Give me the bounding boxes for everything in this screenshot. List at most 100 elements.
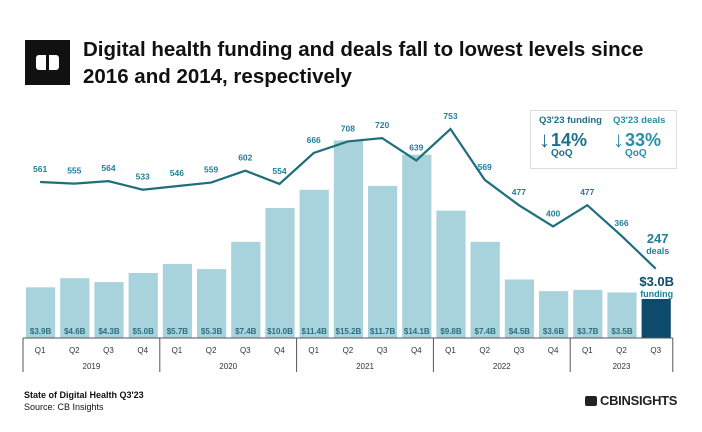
- cb-insights-logo: [25, 40, 70, 85]
- arrow-down-icon: ↓: [539, 127, 550, 152]
- deals-point-label: 366: [614, 218, 628, 228]
- funding-bar-label: $5.0B: [133, 327, 155, 336]
- funding-change-label: Q3'23 funding: [539, 115, 602, 126]
- deals-point-label: 554: [272, 166, 286, 176]
- funding-bar-label: $3.7B: [577, 327, 599, 336]
- funding-bar: [470, 241, 500, 338]
- deals-point-label: 477: [512, 187, 526, 197]
- deals-point-label: 400: [546, 208, 560, 218]
- quarter-tick-label: Q4: [274, 346, 285, 355]
- funding-bar-label: $7.4B: [235, 327, 257, 336]
- deals-change-label: Q3'23 deals: [613, 115, 666, 126]
- quarter-tick-label: Q4: [411, 346, 422, 355]
- funding-bar: [94, 282, 124, 338]
- year-tick-label: 2019: [83, 362, 101, 371]
- deals-point-label: 602: [238, 153, 252, 163]
- funding-change: Q3'23 funding ↓ 14% QoQ: [539, 115, 604, 165]
- funding-bar: [26, 287, 56, 338]
- funding-annotation-word: funding: [640, 289, 673, 299]
- quarter-tick-label: Q1: [172, 346, 183, 355]
- quarter-tick-label: Q3: [240, 346, 251, 355]
- source-note: Source: CB Insights: [24, 402, 104, 412]
- quarter-tick-label: Q3: [377, 346, 388, 355]
- funding-bar: [128, 273, 158, 338]
- brand-text: CBINSIGHTS: [600, 393, 678, 408]
- quarter-tick-label: Q4: [548, 346, 559, 355]
- deals-line: [40, 127, 657, 270]
- deals-point-label: 546: [170, 168, 184, 178]
- funding-bar: [162, 263, 192, 338]
- qoq-label: QoQ: [551, 148, 573, 159]
- deals-point-label: 666: [307, 135, 321, 145]
- quarter-tick-label: Q1: [582, 346, 593, 355]
- funding-bar-label: $11.7B: [370, 327, 396, 336]
- funding-bar: [197, 269, 227, 338]
- year-tick-label: 2023: [613, 362, 631, 371]
- funding-bar-label: $14.1B: [404, 327, 430, 336]
- qoq-callout: Q3'23 funding ↓ 14% QoQ Q3'23 deals ↓ 33…: [530, 110, 677, 169]
- deals-point-label: 559: [204, 165, 218, 175]
- deals-point-label: 564: [101, 163, 115, 173]
- funding-bar-label: $10.0B: [267, 327, 293, 336]
- quarter-tick-label: Q2: [69, 346, 80, 355]
- deals-change-value: 33%: [625, 130, 662, 150]
- cb-logo-icon: [585, 396, 597, 406]
- deals-annotation-value: 247: [647, 231, 669, 246]
- funding-bar: [368, 185, 398, 338]
- funding-bar: [641, 299, 671, 338]
- funding-bar: [231, 241, 261, 338]
- quarter-tick-label: Q1: [308, 346, 319, 355]
- deals-annotation-word: deals: [646, 246, 669, 256]
- funding-bar: [504, 279, 534, 338]
- funding-bar-label: $4.5B: [509, 327, 531, 336]
- deals-point-label: 561: [33, 164, 47, 174]
- funding-bar-label: $3.9B: [30, 327, 52, 336]
- year-tick-label: 2020: [219, 362, 237, 371]
- quarter-tick-label: Q4: [137, 346, 148, 355]
- funding-bar: [299, 189, 329, 338]
- quarter-tick-label: Q3: [514, 346, 525, 355]
- quarter-tick-label: Q2: [479, 346, 490, 355]
- deals-point-label: 720: [375, 120, 389, 130]
- deals-point-label: 569: [478, 162, 492, 172]
- quarter-tick-label: Q1: [35, 346, 46, 355]
- deals-change: Q3'23 deals ↓ 33% QoQ: [613, 115, 673, 165]
- year-tick-label: 2022: [493, 362, 511, 371]
- funding-change-value: 14%: [551, 130, 588, 150]
- funding-bar: [402, 154, 432, 338]
- funding-bar-label: $7.4B: [475, 327, 497, 336]
- deals-point-label: 639: [409, 142, 423, 152]
- brand-logo: CBINSIGHTS: [585, 393, 677, 408]
- funding-bar-label: $3.6B: [543, 327, 565, 336]
- deals-point-label: 708: [341, 123, 355, 133]
- funding-annotation-value: $3.0B: [639, 274, 674, 289]
- quarter-tick-label: Q1: [445, 346, 456, 355]
- deals-point-label: 753: [443, 111, 457, 121]
- funding-bar-label: $3.5B: [611, 327, 633, 336]
- arrow-down-icon: ↓: [613, 127, 624, 152]
- quarter-tick-label: Q2: [206, 346, 217, 355]
- quarter-tick-label: Q3: [650, 346, 661, 355]
- funding-bar-label: $5.7B: [167, 327, 189, 336]
- funding-bar: [436, 210, 466, 338]
- funding-bar-label: $4.3B: [98, 327, 120, 336]
- funding-bar: [265, 208, 295, 338]
- funding-bar: [333, 140, 363, 338]
- deals-point-label: 533: [136, 172, 150, 182]
- funding-bar: [573, 289, 603, 338]
- funding-bar-label: $5.3B: [201, 327, 223, 336]
- deals-point-label: 477: [580, 187, 594, 197]
- funding-bar: [607, 292, 637, 338]
- year-tick-label: 2021: [356, 362, 374, 371]
- chart-title: Digital health funding and deals fall to…: [83, 38, 644, 88]
- funding-bar-label: $4.6B: [64, 327, 86, 336]
- funding-bar-label: $9.8B: [440, 327, 462, 336]
- quarter-tick-label: Q2: [343, 346, 354, 355]
- funding-bar-label: $15.2B: [336, 327, 362, 336]
- report-name: State of Digital Health Q3'23: [24, 390, 144, 400]
- funding-bar-label: $11.4B: [302, 327, 328, 336]
- quarter-tick-label: Q3: [103, 346, 114, 355]
- deals-point-label: 555: [67, 166, 81, 176]
